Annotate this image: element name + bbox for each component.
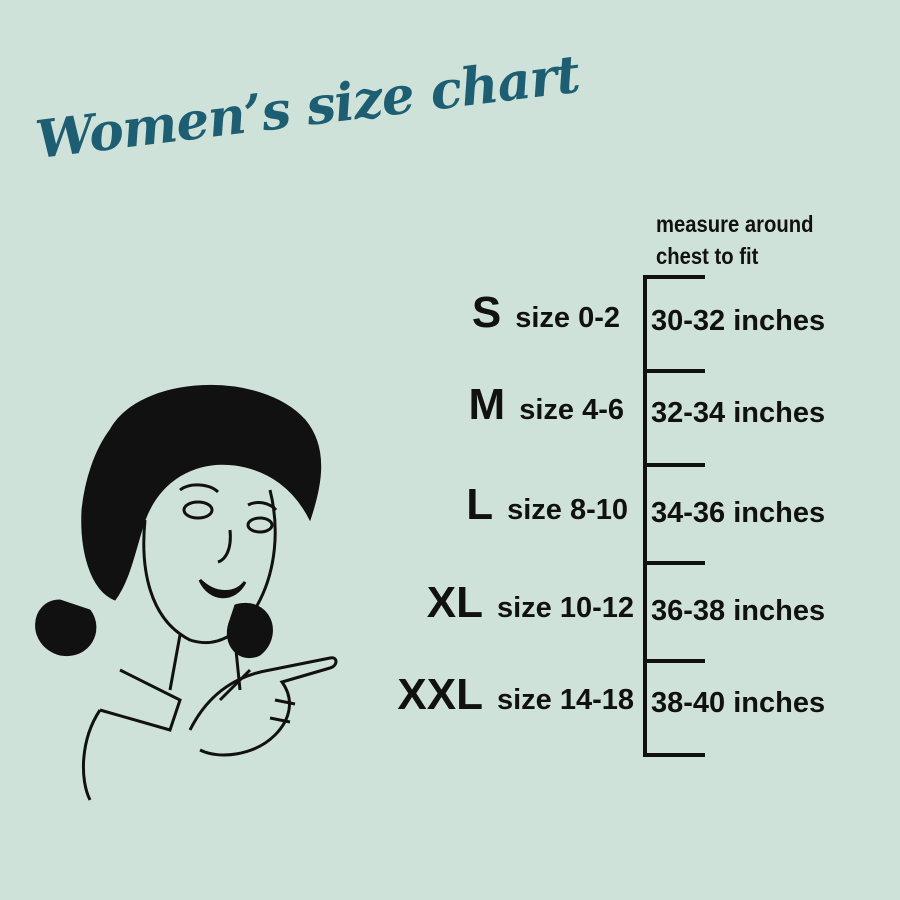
- measure-header-line2: chest to fit: [656, 243, 759, 269]
- chest-measure: 32-34 inches: [651, 397, 826, 429]
- size-row-xxl: XXL size 14-18 38-40 inches: [0, 670, 900, 734]
- bracket-line: [643, 275, 647, 757]
- retro-woman-illustration: [35, 385, 338, 801]
- size-letter: XXL: [397, 670, 483, 719]
- chest-measure: 38-40 inches: [651, 687, 826, 719]
- size-range: size 14-18: [496, 684, 634, 716]
- size-letter: L: [466, 480, 494, 529]
- bracket-tick: [643, 275, 705, 279]
- size-row-xl: XL size 10-12 36-38 inches: [0, 578, 900, 642]
- size-letter: S: [471, 288, 502, 337]
- bracket-tick: [643, 659, 705, 663]
- bracket-tick: [643, 561, 705, 565]
- chest-measure: 30-32 inches: [651, 305, 826, 337]
- measure-header: measure around chest to fit: [656, 208, 813, 272]
- chest-measure: 36-38 inches: [651, 595, 826, 627]
- size-range: size 10-12: [496, 592, 634, 624]
- size-range: size 8-10: [507, 494, 628, 526]
- size-letter: XL: [426, 578, 483, 627]
- bracket-tick: [643, 463, 705, 467]
- size-range: size 0-2: [515, 302, 620, 334]
- size-range: size 4-6: [519, 394, 624, 426]
- size-letter: M: [468, 380, 506, 429]
- chest-measure: 34-36 inches: [651, 497, 826, 529]
- page-title: Women’s size chart: [32, 43, 583, 171]
- bracket-tick: [643, 753, 705, 757]
- measure-header-line1: measure around: [656, 211, 814, 237]
- bracket-tick: [643, 369, 705, 373]
